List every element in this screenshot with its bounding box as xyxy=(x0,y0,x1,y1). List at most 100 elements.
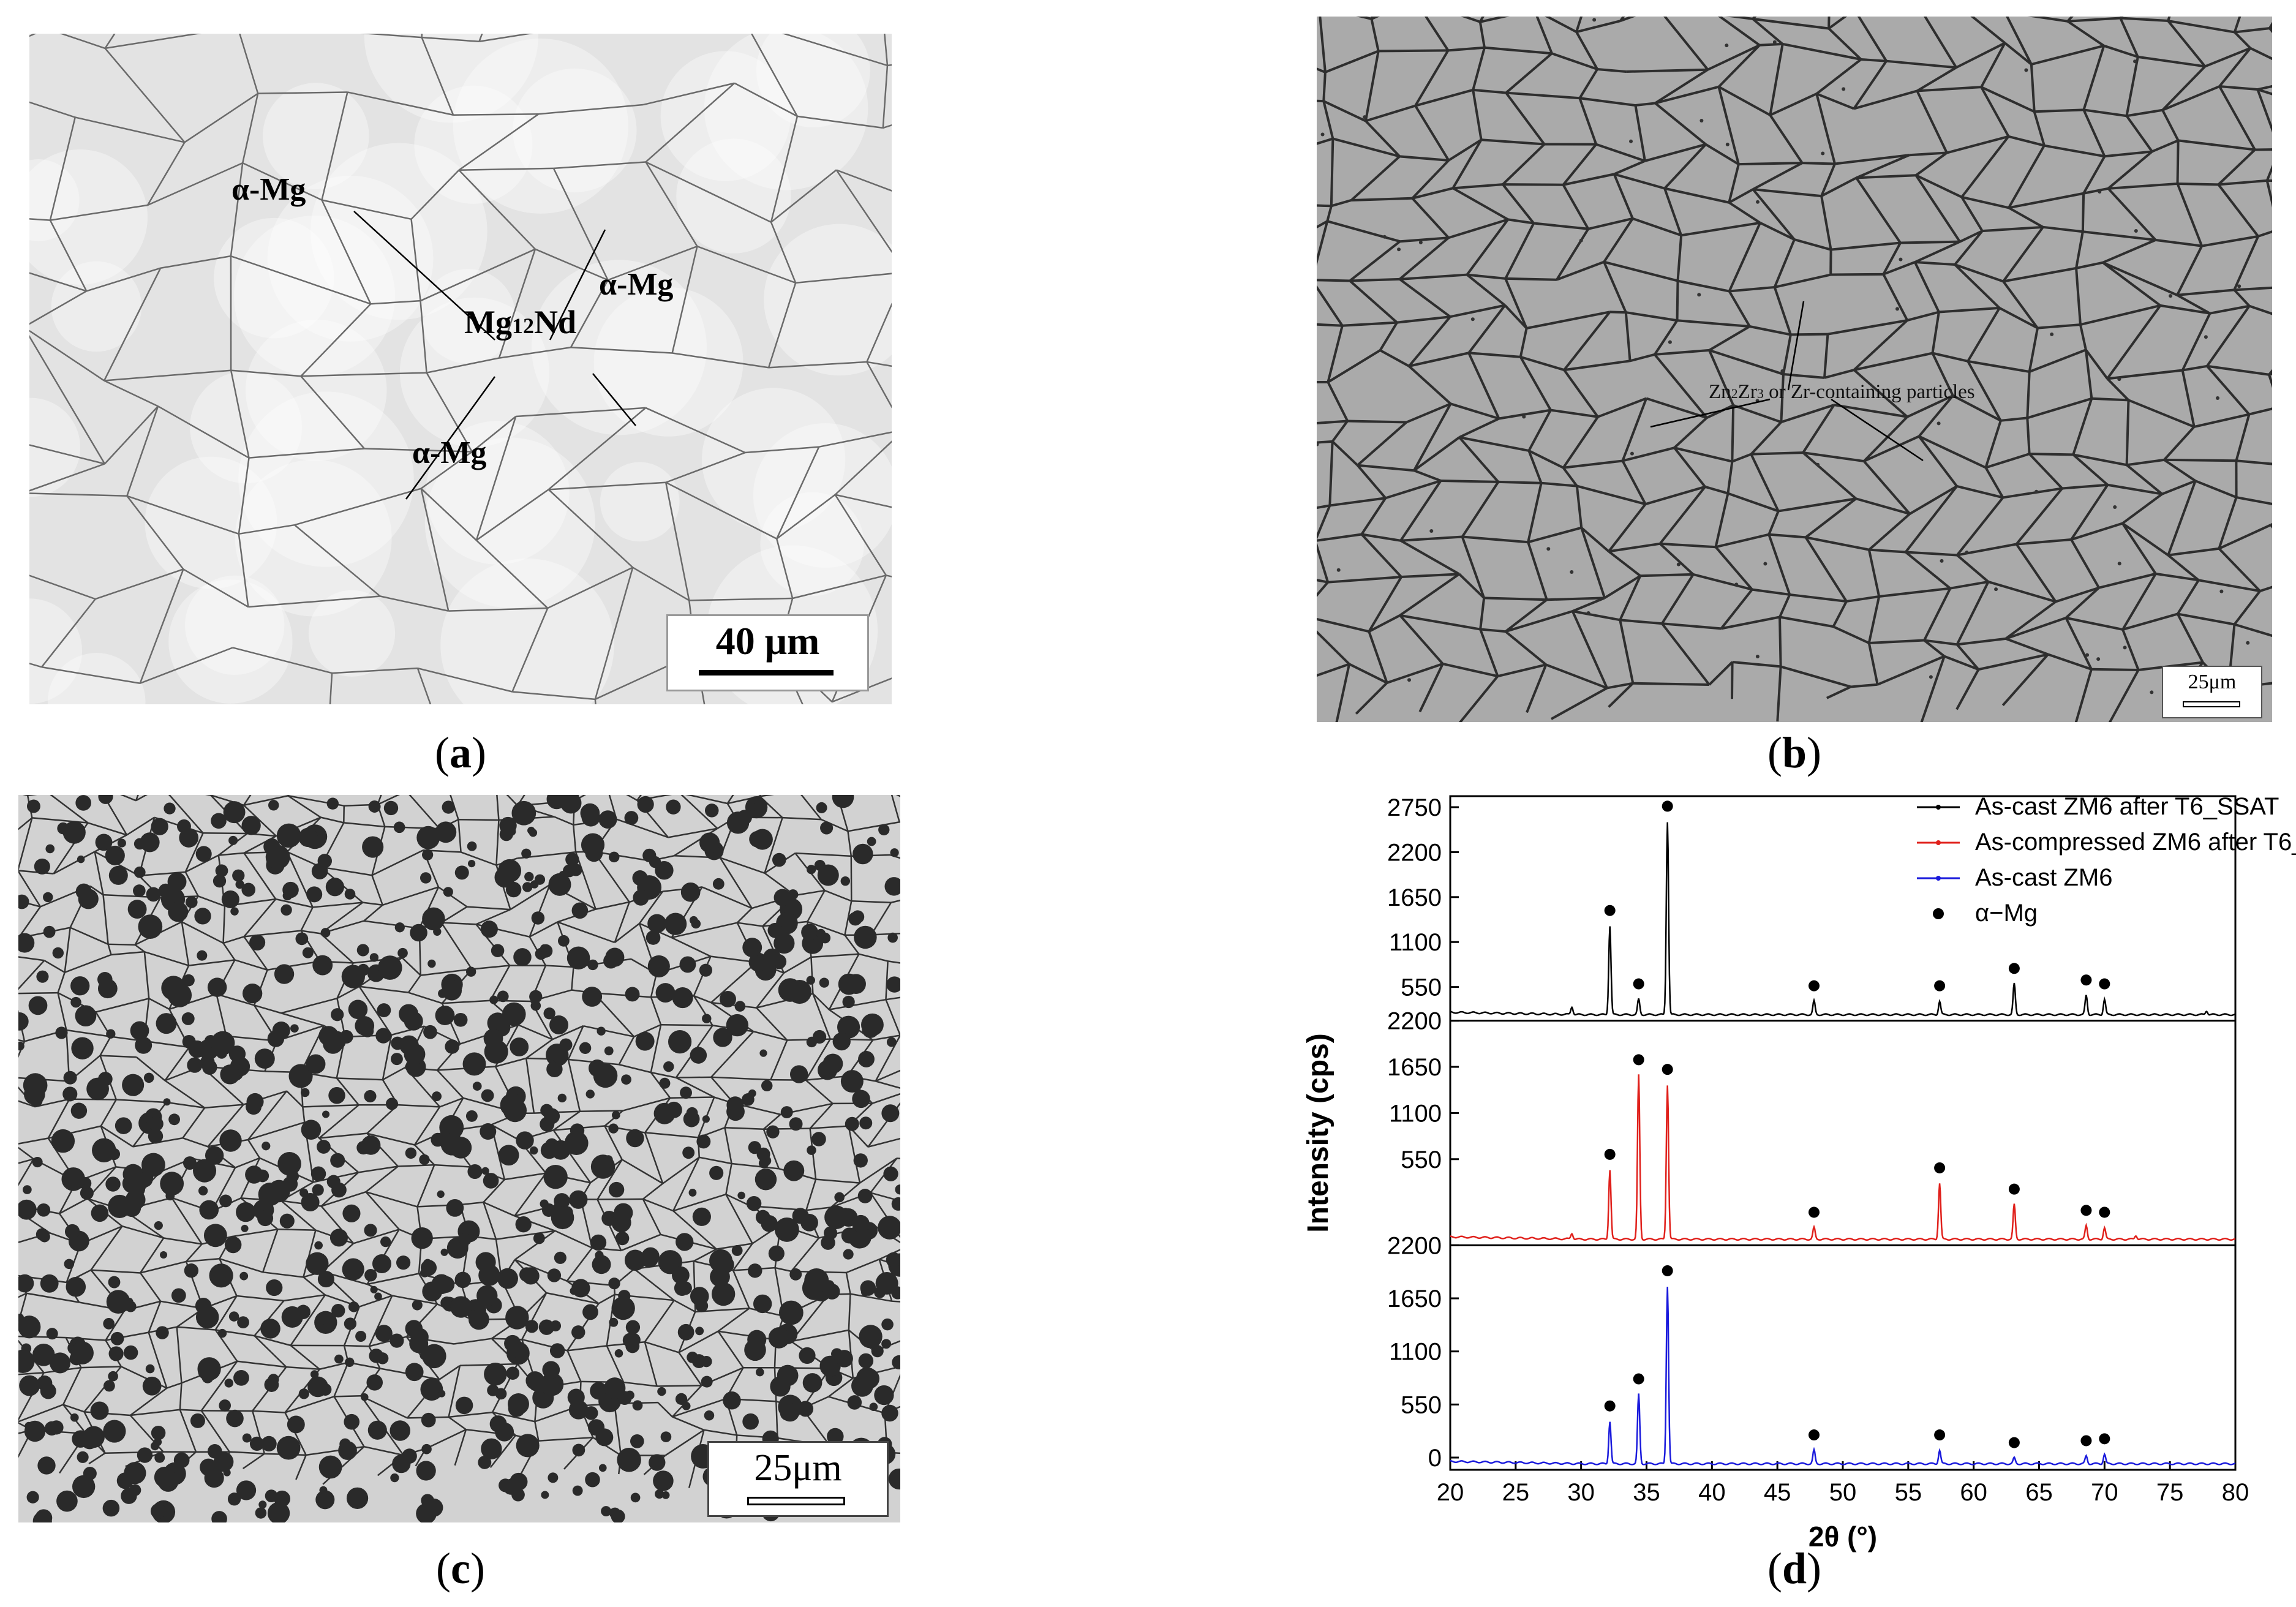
grain-boundary xyxy=(1827,687,1851,698)
grain-boundary xyxy=(116,1099,167,1102)
precipitate-particle xyxy=(290,1024,299,1033)
precipitate-particle xyxy=(769,1246,785,1262)
precipitate-particle xyxy=(834,1192,845,1203)
precipitate-particle xyxy=(97,972,113,987)
grain-boundary xyxy=(651,1025,661,1072)
precipitate-particle xyxy=(27,800,40,813)
grain-boundary xyxy=(148,142,184,205)
precipitate-particle xyxy=(18,1012,29,1031)
precipitate-particle xyxy=(135,1037,152,1054)
grain-boundary xyxy=(496,795,518,805)
precipitate-particle xyxy=(726,1014,748,1036)
precipitate-particle xyxy=(72,1475,95,1498)
grain-boundary xyxy=(248,1140,260,1158)
grain-boundary xyxy=(1564,417,1598,468)
precipitate-particle xyxy=(766,1125,779,1138)
grain-boundary xyxy=(1609,504,1646,551)
grain-boundary xyxy=(1769,511,1778,535)
precipitate-particle xyxy=(586,1090,595,1098)
grain-boundary xyxy=(1505,279,1557,280)
precipitate-particle xyxy=(861,1289,869,1297)
grain-boundary xyxy=(1366,106,1415,121)
alpha-mg-peak-marker xyxy=(2080,1205,2091,1216)
precipitate-particle xyxy=(621,1074,631,1085)
precipitate-particle xyxy=(599,1464,607,1472)
grain-boundary xyxy=(1333,421,1348,441)
grain-boundary xyxy=(1957,555,1989,581)
grain-boundary xyxy=(364,921,420,928)
precipitate-particle xyxy=(759,1050,767,1057)
grain-boundary xyxy=(1780,595,1790,617)
precipitate-particle xyxy=(676,1233,693,1251)
grain-shading xyxy=(600,462,680,542)
grain-boundary xyxy=(2178,614,2203,662)
particle xyxy=(1522,415,1526,418)
grain-boundary xyxy=(1534,17,1552,53)
grain-boundary xyxy=(1693,574,1752,590)
grain-boundary xyxy=(1846,597,1879,601)
precipitate-particle xyxy=(529,829,537,837)
x-tick-label: 70 xyxy=(2091,1479,2118,1506)
grain-boundary xyxy=(1319,17,1325,72)
grain-boundary xyxy=(1962,197,2009,208)
precipitate-particle xyxy=(24,1422,32,1430)
grain-boundary xyxy=(1323,72,1325,101)
precipitate-particle xyxy=(500,827,513,841)
precipitate-particle xyxy=(226,1410,244,1428)
grain-boundary xyxy=(1385,481,1440,498)
grain-boundary xyxy=(108,944,111,955)
precipitate-particle xyxy=(442,800,455,813)
precipitate-particle xyxy=(442,980,462,1001)
grain-boundary xyxy=(2162,110,2178,141)
grain-boundary xyxy=(846,1259,879,1273)
grain-boundary xyxy=(597,1199,642,1200)
grain-boundary xyxy=(281,1013,324,1025)
grain-boundary xyxy=(1597,69,1626,72)
grain-boundary xyxy=(2030,350,2086,372)
grain-boundary xyxy=(1327,206,1331,221)
precipitate-particle xyxy=(775,1217,799,1242)
precipitate-particle xyxy=(744,1339,766,1361)
grain-boundary xyxy=(1503,145,1545,185)
y-tick-label: 550 xyxy=(1401,1146,1442,1173)
grain-boundary xyxy=(1506,93,1579,99)
label-zn2zr3: Zn2Zr3 or Zr-containing particles xyxy=(1709,381,1975,404)
precipitate-particle xyxy=(243,984,262,1003)
grain-boundary xyxy=(1783,374,1824,378)
grain-boundary xyxy=(1957,639,2006,645)
grain-boundary xyxy=(2043,227,2083,231)
grain-boundary xyxy=(1783,334,1791,374)
grain-boundary xyxy=(2044,146,2105,157)
precipitate-particle xyxy=(466,967,476,977)
grain-boundary xyxy=(623,1382,657,1386)
precipitate-particle xyxy=(19,1376,40,1396)
grain-boundary xyxy=(876,1063,900,1081)
precipitate-particle xyxy=(481,1167,489,1175)
precipitate-particle xyxy=(51,1129,75,1153)
grain-boundary xyxy=(1630,355,1655,361)
legend-marker xyxy=(1936,840,1941,845)
precipitate-particle xyxy=(615,1232,629,1245)
label-alpha-mg-2: α-Mg xyxy=(599,266,673,303)
precipitate-particle xyxy=(441,1133,464,1156)
grain-boundary xyxy=(673,1157,699,1211)
micrograph-b-image xyxy=(1317,17,2272,722)
grain-boundary xyxy=(1732,662,1733,699)
grain-boundary xyxy=(633,568,689,601)
precipitate-particle xyxy=(604,1377,625,1399)
grain-boundary xyxy=(63,1368,81,1404)
grain-boundary xyxy=(645,1342,679,1352)
precipitate-particle xyxy=(146,1364,155,1374)
precipitate-particle xyxy=(18,1200,37,1220)
grain-boundary xyxy=(1412,198,1448,238)
grain-boundary xyxy=(75,118,185,143)
precipitate-particle xyxy=(405,1148,416,1159)
grain-boundary xyxy=(1327,221,1400,241)
grain-boundary xyxy=(288,795,315,796)
micrograph-c-image xyxy=(18,795,900,1522)
grain-boundary xyxy=(100,1037,110,1056)
grain-boundary xyxy=(1869,597,1879,643)
precipitate-particle xyxy=(603,954,619,969)
precipitate-particle xyxy=(852,1215,870,1233)
grain-boundary xyxy=(1732,454,1751,462)
